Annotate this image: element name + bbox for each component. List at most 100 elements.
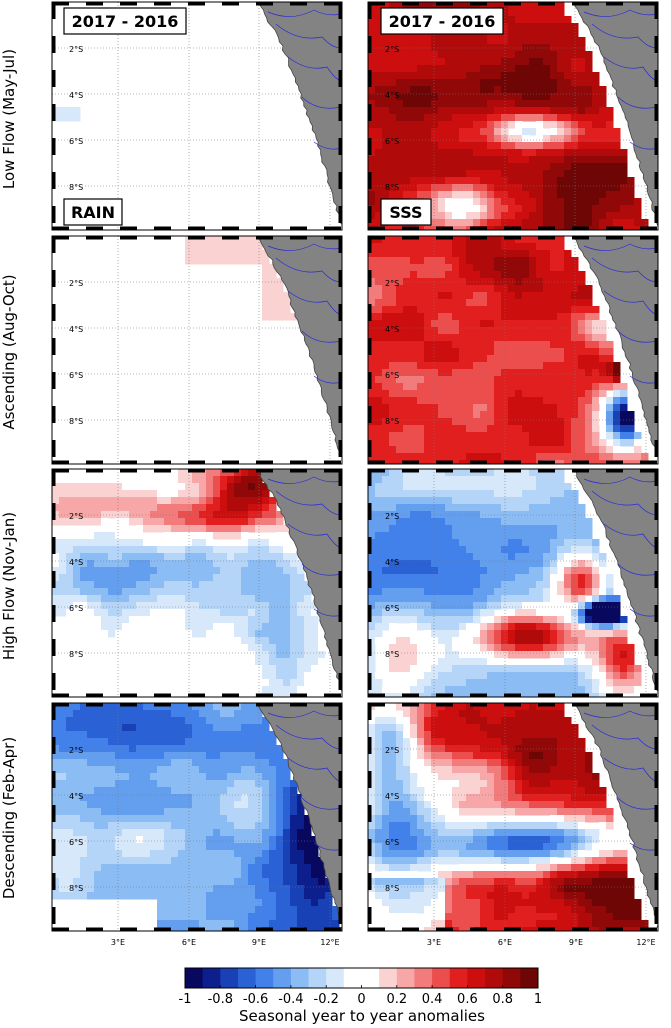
lon-tick-6e: 6°E xyxy=(182,938,196,947)
land-mass xyxy=(256,2,342,230)
colorbar-segment xyxy=(379,968,398,988)
colorbar-tick-label: 1 xyxy=(534,992,542,1007)
lat-tick-label: 4°S xyxy=(385,91,399,100)
lat-tick-label: 2°S xyxy=(69,279,83,288)
colorbar xyxy=(184,967,539,989)
rain-label-box: RAIN xyxy=(63,198,123,226)
colorbar-tick-label: 0.6 xyxy=(457,992,478,1007)
lon-tick-6e: 6°E xyxy=(498,938,512,947)
panel-sss-row3: 2°S 4°S 6°S 8°S xyxy=(367,702,659,932)
colorbar-tick-label: 0 xyxy=(357,992,365,1007)
lat-tick-label: 4°S xyxy=(69,792,83,801)
lon-tick-9e: 9°E xyxy=(252,938,266,947)
lon-ticks-right: 3°E 6°E 9°E 12°E xyxy=(427,938,656,947)
lat-tick-label: 2°S xyxy=(385,746,399,755)
colorbar-tick-label: -0.8 xyxy=(208,992,233,1007)
colorbar-segment xyxy=(396,968,415,988)
rain-title: 2017 - 2016 xyxy=(72,12,179,31)
land-mass xyxy=(572,703,658,931)
panel-sss-row2: 2°S 4°S 6°S 8°S xyxy=(367,468,659,698)
lat-tick-label: 2°S xyxy=(385,512,399,521)
row-label-ascending: Ascending (Aug-Oct) xyxy=(0,274,18,429)
colorbar-label: Seasonal year to year anomalies xyxy=(239,1007,485,1025)
colorbar-segment xyxy=(308,968,327,988)
land-mass xyxy=(573,469,658,697)
lat-tick-label: 8°S xyxy=(385,417,399,426)
panel-rain-row2: 2°S 4°S 6°S 8°S xyxy=(51,468,343,698)
colorbar-segment xyxy=(185,968,204,988)
sss-title-box: 2017 - 2016 xyxy=(380,7,504,35)
lon-ticks-left: 3°E 6°E 9°E 12°E xyxy=(111,938,340,947)
lat-tick-label: 6°S xyxy=(385,137,399,146)
lon-tick-9e: 9°E xyxy=(569,938,583,947)
lat-tick-label: 4°S xyxy=(69,91,83,100)
lat-tick-label: 4°S xyxy=(385,792,399,801)
lat-tick-label: 8°S xyxy=(69,650,83,659)
colorbar-ticks: -1 -0.8 -0.6 -0.4 -0.2 0 0.2 0.4 0.6 0.8 1 xyxy=(179,985,542,1007)
colorbar-segment xyxy=(502,968,521,988)
lat-tick-label: 2°S xyxy=(69,45,83,54)
colorbar-segment xyxy=(432,968,451,988)
row-label-high-flow: High Flow (Nov-Jan) xyxy=(0,512,18,660)
lat-tick-label: 2°S xyxy=(385,279,399,288)
lat-tick-label: 6°S xyxy=(69,838,83,847)
panel-sss-row0: 2°S 4°S 6°S 8°S xyxy=(367,1,659,231)
colorbar-tick-label: -1 xyxy=(179,992,192,1007)
sss-label: SSS xyxy=(389,203,422,222)
colorbar-tick-label: 0.2 xyxy=(386,992,407,1007)
land-mass xyxy=(256,703,342,931)
land-mass xyxy=(574,2,658,230)
lat-tick-label: 6°S xyxy=(385,838,399,847)
lat-tick-label: 2°S xyxy=(385,45,399,54)
lon-tick-12e: 12°E xyxy=(320,938,339,947)
colorbar-segment xyxy=(255,968,274,988)
panel-rain-row1: 2°S 4°S 6°S 8°S xyxy=(51,235,343,465)
land-mass xyxy=(257,236,342,464)
map-panels: 2°S 4°S 6°S 8°S 2°S 4°S 6°S 8°S 2°S 4°S 6°S 8°S 2°S 4… xyxy=(51,1,659,932)
rain-label: RAIN xyxy=(71,203,115,222)
sss-label-box: SSS xyxy=(380,198,432,226)
colorbar-segment xyxy=(220,968,239,988)
lat-tick-label: 4°S xyxy=(385,325,399,334)
lon-tick-3e: 3°E xyxy=(111,938,125,947)
colorbar-tick-label: -0.6 xyxy=(243,992,268,1007)
lat-tick-label: 6°S xyxy=(69,371,83,380)
land-mass xyxy=(258,469,342,697)
colorbar-tick-label: 0.4 xyxy=(422,992,443,1007)
colorbar-segment xyxy=(520,968,539,988)
lat-tick-label: 6°S xyxy=(69,137,83,146)
lat-tick-label: 2°S xyxy=(69,512,83,521)
sss-title: 2017 - 2016 xyxy=(389,12,496,31)
lat-tick-label: 8°S xyxy=(69,884,83,893)
colorbar-tick-label: -0.2 xyxy=(314,992,339,1007)
colorbar-tick-label: 0.8 xyxy=(492,992,513,1007)
colorbar-segment xyxy=(467,968,486,988)
lat-tick-label: 8°S xyxy=(385,650,399,659)
lat-tick-label: 4°S xyxy=(69,558,83,567)
colorbar-segment xyxy=(343,968,362,988)
colorbar-segment xyxy=(485,968,504,988)
lat-tick-label: 8°S xyxy=(385,183,399,192)
land-mass xyxy=(572,236,658,464)
lat-tick-label: 4°S xyxy=(385,558,399,567)
panel-sss-row1: 2°S 4°S 6°S 8°S xyxy=(367,235,659,465)
rain-title-box: 2017 - 2016 xyxy=(63,7,187,35)
row-label-low-flow: Low Flow (May-Jul) xyxy=(0,49,18,189)
panel-rain-row3: 2°S 4°S 6°S 8°S xyxy=(51,702,343,932)
lon-tick-3e: 3°E xyxy=(427,938,441,947)
lat-tick-label: 2°S xyxy=(69,746,83,755)
lat-tick-label: 8°S xyxy=(69,417,83,426)
colorbar-tick-label: -0.4 xyxy=(278,992,303,1007)
colorbar-segment xyxy=(273,968,292,988)
lat-tick-label: 6°S xyxy=(385,604,399,613)
colorbar-segment xyxy=(290,968,309,988)
colorbar-segment xyxy=(326,968,345,988)
colorbar-segment xyxy=(361,968,380,988)
colorbar-segment xyxy=(202,968,221,988)
lat-tick-label: 8°S xyxy=(69,183,83,192)
panel-rain-row0: 2°S 4°S 6°S 8°S xyxy=(51,1,343,231)
lat-tick-label: 8°S xyxy=(385,884,399,893)
colorbar-segment xyxy=(237,968,256,988)
lon-tick-12e: 12°E xyxy=(636,938,655,947)
